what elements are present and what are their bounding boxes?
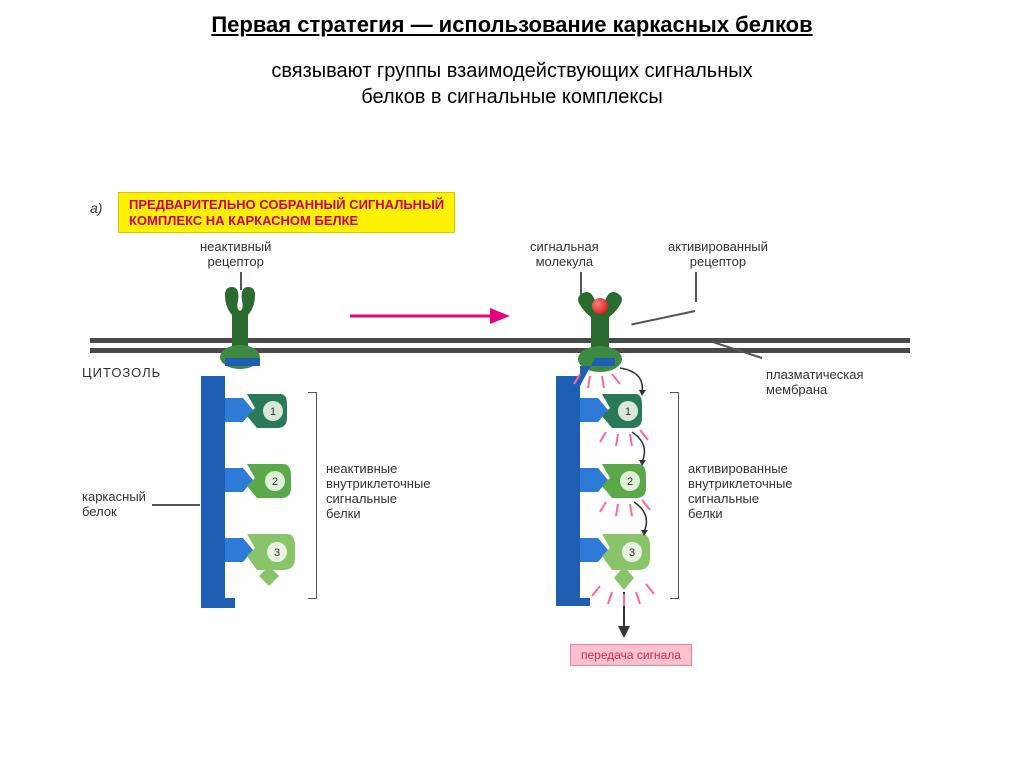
label-active-proteins: активированные внутриклеточные сигнальны…	[688, 462, 793, 522]
left-scaffold: 1 2 3	[195, 358, 305, 618]
label-activated-receptor: активированный рецептор	[668, 240, 768, 270]
signal-transfer-box: передача сигнала	[570, 644, 692, 666]
subtitle-line1: связывают группы взаимодействующих сигна…	[271, 60, 752, 82]
label-inactive-receptor: неактивный рецептор	[200, 240, 271, 270]
label-cytosol: ЦИТОЗОЛЬ	[82, 365, 161, 380]
subtitle-line2: белков в сигнальные комплексы	[361, 86, 662, 108]
page-title: Первая стратегия — использование каркасн…	[0, 12, 1024, 38]
activation-rays	[550, 358, 690, 638]
svg-text:2: 2	[272, 476, 278, 488]
svg-text:3: 3	[274, 547, 280, 559]
yellow-header-l1: ПРЕДВАРИТЕЛЬНО СОБРАННЫЙ СИГНАЛЬНЫЙ	[129, 197, 444, 212]
label-plasma-membrane: плазматическая мембрана	[766, 368, 864, 398]
label-inactive-proteins: неактивные внутриклеточные сигнальные бе…	[326, 462, 431, 522]
yellow-header-l2: КОМПЛЕКС НА КАРКАСНОМ БЕЛКЕ	[129, 213, 358, 228]
bracket-left-proteins	[308, 392, 317, 599]
page-subtitle: связывают группы взаимодействующих сигна…	[0, 58, 1024, 110]
bracket-right-proteins	[670, 392, 679, 599]
yellow-header: ПРЕДВАРИТЕЛЬНО СОБРАННЫЙ СИГНАЛЬНЫЙ КОМП…	[118, 192, 455, 233]
pointer	[631, 310, 695, 325]
signal-molecule	[592, 298, 608, 314]
label-signal-molecule: сигнальная молекула	[530, 240, 599, 270]
diagram-area: a) ПРЕДВАРИТЕЛЬНО СОБРАННЫЙ СИГНАЛЬНЫЙ К…	[90, 182, 910, 742]
panel-letter: a)	[90, 200, 102, 216]
pointer	[152, 504, 200, 506]
label-scaffold-protein: каркасный белок	[82, 490, 146, 520]
transition-arrow	[350, 302, 510, 330]
svg-text:1: 1	[270, 406, 276, 418]
pointer	[695, 272, 697, 302]
